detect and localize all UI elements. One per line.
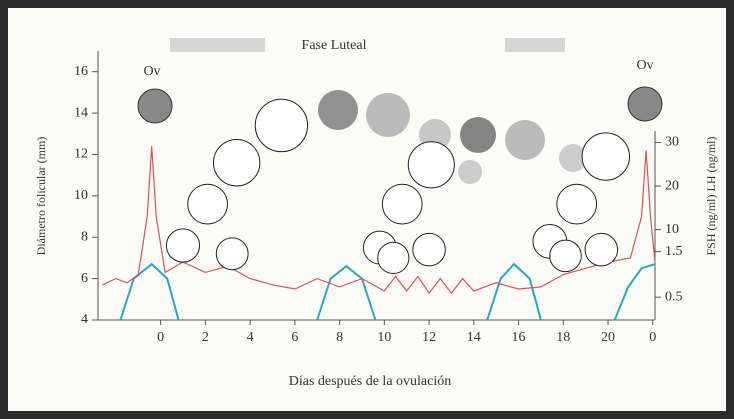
- follicle: [216, 238, 248, 270]
- chart: Fase Luteal Ov Ov Días después de la ovu…: [0, 0, 734, 419]
- page: Fase Luteal Ov Ov Días después de la ovu…: [0, 0, 734, 419]
- follicle: [166, 229, 199, 262]
- y2-tick-label: 20: [665, 178, 679, 193]
- y-tick-label: 4: [81, 312, 88, 327]
- y-tick-label: 8: [81, 229, 88, 244]
- follicle: [255, 99, 307, 151]
- y2-axis-label: FSH (ng/ml) LH (ng/ml): [704, 136, 718, 255]
- x-tick-label: 4: [247, 330, 254, 345]
- x-tick-label: 0: [157, 330, 164, 345]
- follicle: [378, 242, 409, 273]
- x-tick-label: 20: [601, 330, 615, 345]
- follicle: [188, 184, 228, 224]
- bar-decor: [170, 38, 265, 52]
- follicle: [582, 133, 629, 180]
- ovum: [138, 89, 172, 123]
- y2-tick-label: 0.5: [665, 289, 683, 304]
- follicle: [557, 184, 597, 224]
- corpus-luteum: [460, 117, 496, 153]
- follicle: [213, 140, 259, 186]
- y2-tick-label: 30: [665, 135, 679, 150]
- ovum: [628, 87, 662, 121]
- x-tick-label: 10: [377, 330, 391, 345]
- x-tick-label: 12: [422, 330, 436, 345]
- x-tick-label: 18: [556, 330, 570, 345]
- x-tick-label: 14: [467, 330, 481, 345]
- y2-tick-label: 1.5: [665, 244, 683, 259]
- corpus-luteum: [505, 120, 545, 160]
- x-tick-label: 2: [202, 330, 209, 345]
- follicle: [408, 142, 454, 188]
- x-tick-label: 8: [336, 330, 343, 345]
- follicle: [585, 233, 617, 265]
- follicle: [413, 233, 445, 265]
- follicle: [382, 184, 422, 224]
- x-tick-label: 16: [512, 330, 526, 345]
- y-axis-label: Diámetro folicular (mm): [34, 137, 48, 256]
- chart-title: Fase Luteal: [302, 38, 367, 53]
- y-tick-label: 14: [74, 105, 88, 120]
- y-tick-label: 10: [74, 188, 88, 203]
- bar-decor: [505, 38, 565, 52]
- y-tick-label: 6: [81, 271, 88, 286]
- x-axis-label: Días después de la ovulación: [289, 374, 452, 389]
- y-tick-label: 16: [74, 64, 88, 79]
- corpus-luteum: [458, 160, 482, 184]
- corpus-luteum: [366, 93, 410, 137]
- y2-tick-label: 10: [665, 222, 679, 237]
- y-tick-label: 12: [74, 147, 88, 162]
- ov-label: Ov: [143, 64, 160, 79]
- follicle: [550, 240, 582, 272]
- ov-label: Ov: [636, 58, 653, 73]
- x-tick-label: 6: [291, 330, 298, 345]
- frame: [8, 8, 726, 411]
- x-tick-label: 0: [649, 330, 656, 345]
- corpus-luteum: [318, 90, 358, 130]
